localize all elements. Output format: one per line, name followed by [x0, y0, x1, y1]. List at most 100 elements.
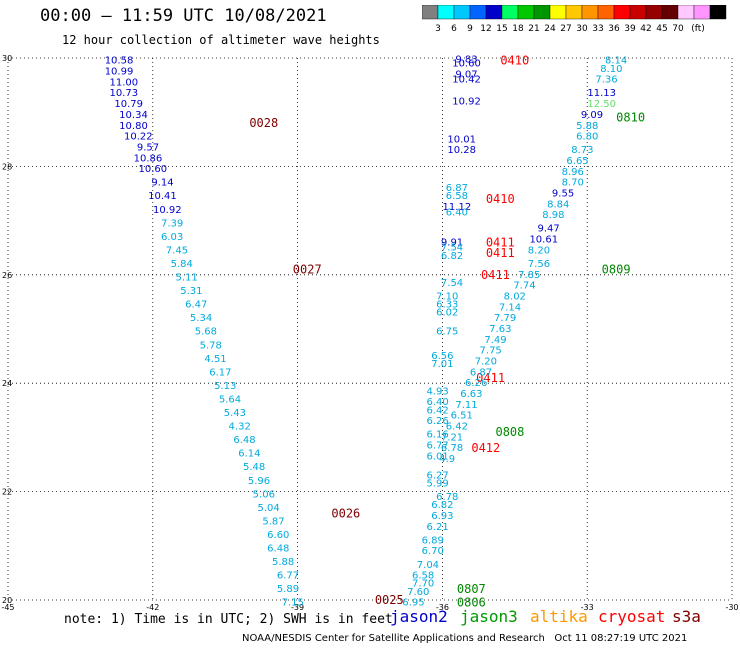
- note-text: note: 1) Time is in UTC; 2) SWH is in fe…: [64, 612, 393, 627]
- data-point-value: 5.96: [248, 476, 270, 487]
- data-point-value: 5.99: [426, 478, 448, 489]
- y-tick-label: 30: [2, 54, 12, 63]
- data-point-value: 7.85: [518, 270, 540, 281]
- time-label: 0807: [457, 582, 486, 596]
- data-point-value: 8.14: [605, 56, 627, 67]
- data-point-value: 8.98: [542, 210, 564, 221]
- colorbar-label: 36: [608, 24, 620, 34]
- data-point-value: 6.48: [267, 544, 289, 555]
- data-point-value: 6.21: [426, 522, 448, 533]
- data-point-value: 11.00: [110, 77, 139, 88]
- data-point-value: 6.47: [185, 300, 207, 311]
- data-point-value: 8.96: [562, 167, 584, 178]
- data-point-value: 6.14: [238, 449, 260, 460]
- data-point-value: 6.75: [436, 327, 458, 338]
- data-point-value: 7.70: [412, 579, 434, 590]
- data-point-value: 6.80: [576, 132, 598, 143]
- time-label: 0026: [331, 506, 360, 520]
- time-label: 0411: [481, 268, 510, 282]
- data-point-value: 6.78: [441, 443, 463, 454]
- data-point-value: 8.70: [562, 178, 584, 189]
- data-point-value: 5.13: [214, 381, 236, 392]
- x-tick-label: -39: [291, 603, 304, 610]
- data-point-value: 5.84: [171, 259, 193, 270]
- data-point-value: 7.54: [441, 278, 463, 289]
- legend-jason3: jason3: [460, 607, 518, 626]
- data-point-value: 10.01: [447, 134, 476, 145]
- data-point-value: 7.79: [494, 313, 516, 324]
- data-point-value: 6.26: [465, 378, 487, 389]
- data-point-value: 7.15: [282, 598, 304, 609]
- y-tick-label: 26: [2, 271, 12, 280]
- time-label: 0412: [471, 441, 500, 455]
- time-label: 0025: [375, 593, 404, 607]
- data-point-value: 10.73: [110, 88, 139, 99]
- data-point-value: 5.64: [219, 394, 241, 405]
- data-point-value: 8.20: [528, 245, 550, 256]
- data-point-value: 5.34: [190, 313, 212, 324]
- data-point-value: 6.03: [161, 232, 183, 243]
- data-point-value: 7.49: [484, 335, 506, 346]
- data-point-value: 7.60: [407, 587, 429, 598]
- data-point-value: 6.16: [426, 430, 448, 441]
- data-point-value: 7.45: [166, 245, 188, 256]
- data-point-value: 10.79: [114, 99, 143, 110]
- data-point-value: 6.51: [451, 411, 473, 422]
- data-point-value: 10.86: [134, 153, 163, 164]
- data-point-value: 7.63: [489, 324, 511, 335]
- colorbar-swatch: [709, 5, 727, 20]
- data-point-value: 8.02: [504, 291, 526, 302]
- data-point-value: 6.48: [233, 435, 255, 446]
- x-tick-label: -45: [1, 603, 14, 610]
- data-point-value: 6.40: [446, 207, 468, 218]
- data-point-value: 10.60: [138, 164, 167, 175]
- data-point-value: 7.11: [455, 400, 477, 411]
- data-point-value: 4.51: [204, 354, 226, 365]
- data-point-value: 7.21: [441, 432, 463, 443]
- data-point-value: 7.74: [513, 281, 535, 292]
- time-label: 0411: [486, 246, 515, 260]
- colorbar-label: 24: [544, 24, 556, 34]
- data-point-value: 5.48: [243, 462, 265, 473]
- colorbar-label: 15: [496, 24, 507, 34]
- data-point-value: 7.10: [436, 291, 458, 302]
- data-point-value: 7.20: [475, 357, 497, 368]
- data-point-value: 6.77: [277, 571, 299, 582]
- time-label: 0411: [476, 371, 505, 385]
- colorbar-label: 21: [528, 24, 539, 34]
- data-point-value: 6.78: [436, 492, 458, 503]
- data-point-value: 10.92: [452, 96, 481, 107]
- data-point-value: 5.43: [224, 408, 246, 419]
- data-point-value: 11.12: [443, 202, 472, 213]
- colorbar-label: 27: [560, 24, 571, 34]
- colorbar-label: 70: [672, 24, 684, 34]
- x-tick-label: -42: [146, 603, 159, 610]
- data-point-value: 7.56: [528, 259, 550, 270]
- colorbar-label: 33: [592, 24, 603, 34]
- data-point-value: 6.70: [422, 546, 444, 557]
- data-point-value: 9.14: [151, 178, 173, 189]
- time-label: 0410: [486, 192, 515, 206]
- y-tick-label: 24: [2, 379, 12, 388]
- data-point-value: 5.78: [200, 340, 222, 351]
- colorbar-label: 6: [451, 24, 457, 34]
- data-point-value: 12.50: [587, 99, 616, 110]
- data-point-value: 10.99: [105, 67, 134, 78]
- colorbar-label: 30: [576, 24, 588, 34]
- data-point-value: 9.83: [455, 55, 477, 66]
- data-point-value: 6.17: [209, 367, 231, 378]
- data-point-value: 6.89: [422, 535, 444, 546]
- color-scale-bar: 3 6 9 12 15 18 21 24 27 30 33 36 39 42 45 70 (ft): [422, 5, 727, 34]
- chart-subtitle: 12 hour collection of altimeter wave hei…: [62, 33, 380, 47]
- data-point-value: 5.88: [272, 557, 294, 568]
- data-point-value: 6.87: [446, 183, 468, 194]
- colorbar-label: 12: [480, 24, 491, 34]
- colorbar-label: 9: [467, 24, 473, 34]
- data-point-value: 8.84: [547, 199, 569, 210]
- data-point-value: 4.93: [426, 386, 448, 397]
- time-label: 0809: [602, 262, 631, 276]
- time-label: 0411: [486, 235, 515, 249]
- data-point-value: 5.04: [258, 503, 280, 514]
- data-point-value: 10.41: [148, 191, 177, 202]
- data-point-value: 6.01: [426, 451, 448, 462]
